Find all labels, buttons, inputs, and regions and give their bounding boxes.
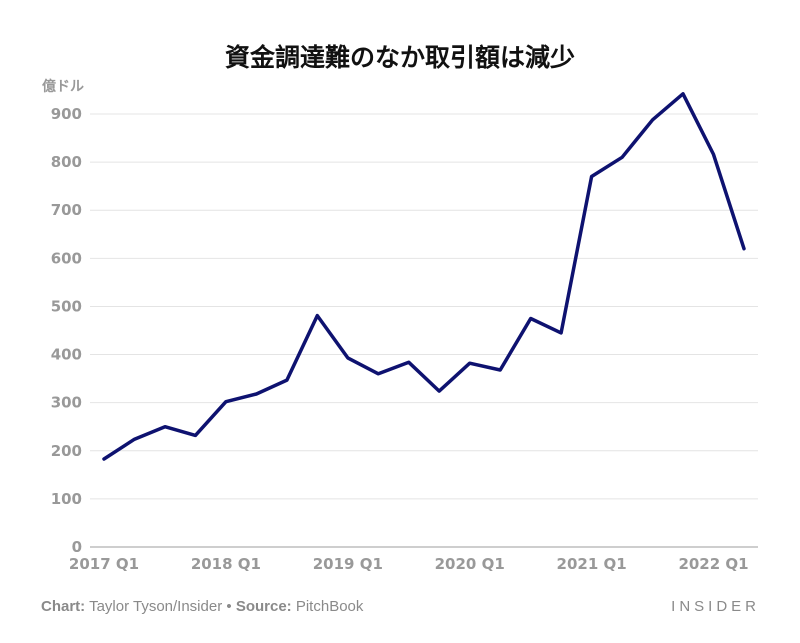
x-tick-label: 2021 Q1 bbox=[557, 555, 627, 573]
y-tick-label: 400 bbox=[51, 346, 82, 364]
credit-chart-author: Taylor Tyson/Insider bbox=[89, 598, 223, 615]
credit-chart-label: Chart: bbox=[41, 598, 86, 615]
chart-title: 資金調達難のなか取引額は減少 bbox=[224, 43, 575, 72]
x-tick-label: 2019 Q1 bbox=[313, 555, 383, 573]
chart-credit: Chart: Taylor Tyson/Insider • Source: Pi… bbox=[41, 598, 363, 615]
y-tick-label: 300 bbox=[51, 394, 82, 412]
x-tick-label: 2018 Q1 bbox=[191, 555, 261, 573]
y-tick-label: 200 bbox=[51, 442, 82, 460]
credit-source-label: Source: bbox=[235, 598, 292, 615]
x-tick-label: 2022 Q1 bbox=[678, 555, 748, 573]
y-axis-ticks: 0 100 200 300 400 500 600 700 800 900 bbox=[51, 105, 82, 556]
y-tick-label: 100 bbox=[51, 490, 82, 508]
x-tick-label: 2017 Q1 bbox=[69, 555, 139, 573]
y-tick-label: 0 bbox=[72, 538, 82, 556]
credit-bullet: • bbox=[226, 598, 232, 615]
brand-logo: INSIDER bbox=[671, 598, 760, 615]
y-tick-label: 900 bbox=[51, 105, 82, 123]
credit-source: PitchBook bbox=[295, 598, 364, 615]
y-axis-unit: 億ドル bbox=[42, 78, 84, 95]
y-tick-label: 800 bbox=[51, 153, 82, 171]
y-tick-label: 700 bbox=[51, 201, 82, 219]
gridlines bbox=[90, 113, 758, 548]
series-line-0 bbox=[102, 92, 746, 461]
y-tick-label: 500 bbox=[51, 297, 82, 315]
x-axis-ticks: 2017 Q1 2018 Q1 2019 Q1 2020 Q1 2021 Q1 2022 … bbox=[69, 555, 749, 573]
x-tick-label: 2020 Q1 bbox=[435, 555, 505, 573]
y-tick-label: 600 bbox=[51, 249, 82, 267]
series-lines bbox=[102, 92, 746, 461]
